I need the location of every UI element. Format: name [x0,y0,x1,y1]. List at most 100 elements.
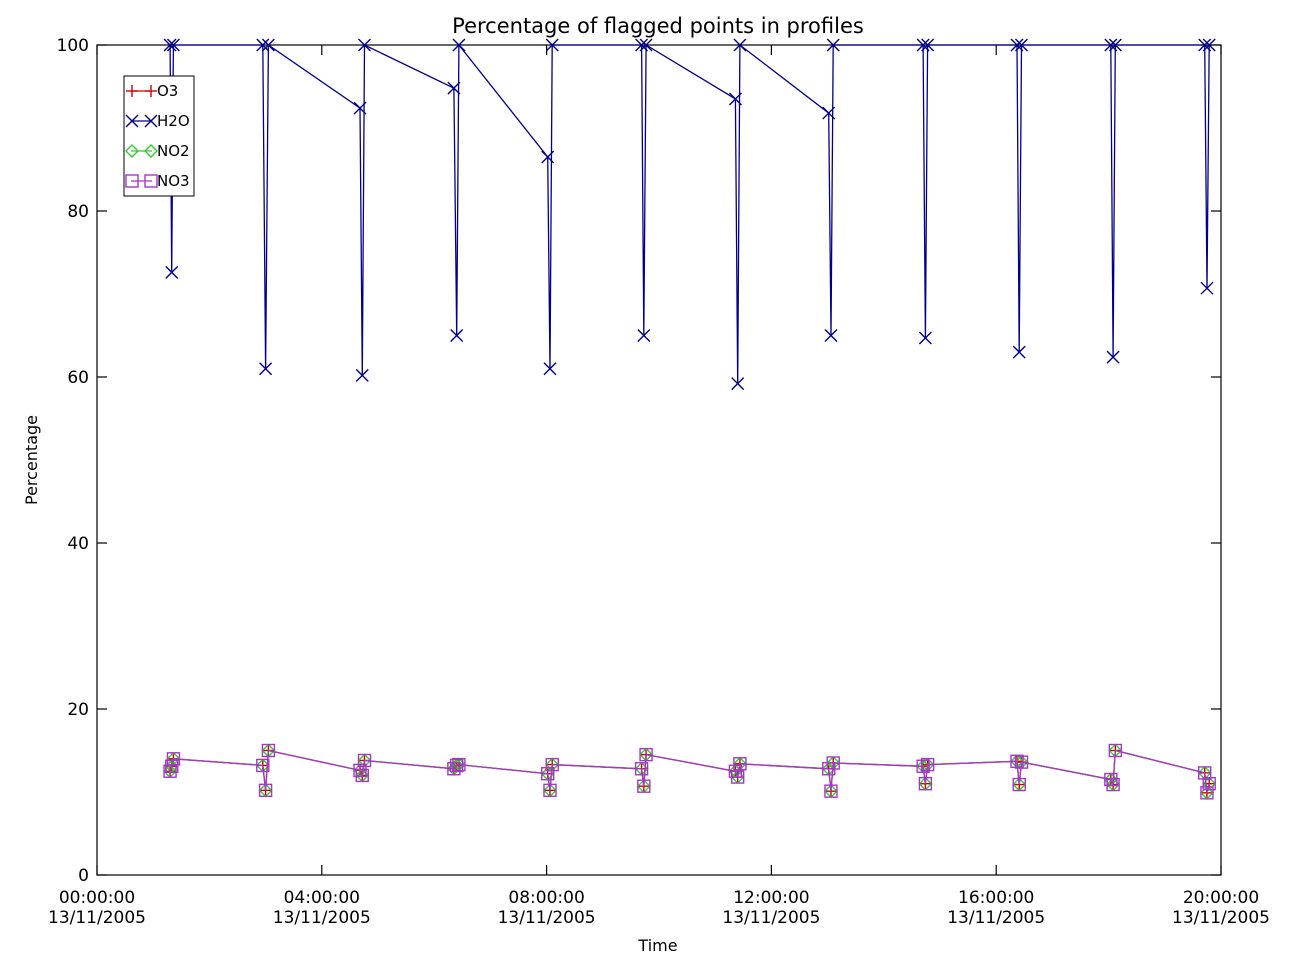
legend-marker-a-h2o-b [125,114,139,128]
point-no3-6 [353,763,367,778]
point-h2o-22-b [824,329,838,342]
point-h2o-14-b [545,38,559,52]
point-no3-34 [1200,786,1214,800]
point-no3-8 [357,753,372,768]
point-no3-26-shape [920,757,935,772]
plot-frame [96,44,1222,876]
x-axis-label: Time [637,936,677,955]
x-tick-label-date-3: 13/11/2005 [722,908,820,928]
point-no3-1-shape [165,759,179,773]
point-no3-5-shape [261,743,276,758]
point-h2o-10 [450,329,464,342]
point-no3-10 [449,758,464,773]
point-no3-13-shape [543,783,557,798]
point-no3-16 [637,779,651,793]
legend-marker-a-no2-shape [125,144,139,158]
point-no3-22-shape [824,784,838,798]
point-no3-25-shape [918,777,933,791]
point-h2o-13 [543,362,557,376]
point-h2o-26-b [921,38,935,52]
legend-marker-b-no2 [144,144,158,158]
point-h2o-27 [1010,38,1024,52]
point-h2o-22 [824,329,838,342]
point-no3-26 [920,757,935,772]
point-no3-13 [543,783,557,798]
point-no3-27 [1010,754,1024,768]
point-no3-14-shape [545,757,559,772]
point-no3-12-shape [541,767,555,781]
x-tick-label-time-1: 04:00:00 [284,888,360,908]
point-h2o-29 [1014,38,1028,52]
point-no3-30-shape [1104,772,1118,787]
y-tick-label-2: 40 [67,534,89,554]
point-no3-24-shape [916,759,930,773]
x-tick-label-date-4: 13/11/2005 [947,908,1045,928]
series-line-no3 [169,749,1210,793]
point-no3-25 [918,777,933,791]
point-h2o-3-b [256,38,270,52]
y-tick-label-1: 20 [67,700,89,720]
x-tick-label-date-1: 13/11/2005 [273,908,371,928]
point-no3-20-shape [733,757,747,771]
point-no3-2 [166,752,181,766]
point-h2o-0 [163,38,177,52]
point-h2o-33-b [1198,38,1212,52]
point-h2o-35-b [1202,38,1216,52]
point-no3-15-shape [634,762,649,776]
point-h2o-24 [916,38,930,52]
x-tick-label-date-5: 13/11/2005 [1172,908,1270,928]
point-no3-15 [634,762,649,776]
point-h2o-13-b [543,362,557,376]
point-no3-3-shape [256,758,270,773]
point-h2o-4-b [259,362,273,376]
point-no3-19 [730,770,745,784]
point-h2o-30-b [1104,38,1118,52]
point-h2o-9-b [447,81,461,95]
point-no3-20 [733,757,747,771]
point-h2o-0-b [163,38,177,52]
point-h2o-11-b [452,38,466,52]
point-no3-4-shape [258,783,273,798]
legend-marker-b-o3 [145,85,157,97]
point-no3-10-shape [449,758,464,773]
point-h2o-25 [918,331,932,345]
point-no3-29 [1014,755,1029,769]
chart-title: Percentage of flagged points in profiles [452,14,864,38]
point-no3-31 [1106,777,1120,792]
point-h2o-17-b [639,38,653,52]
y-tick-label-0: 0 [78,866,89,886]
point-h2o-7-b [355,368,369,382]
point-no3-3 [256,758,270,773]
point-no3-17 [639,747,653,762]
point-h2o-5-b [261,38,275,52]
point-h2o-6 [353,101,367,115]
point-h2o-11 [452,38,466,52]
legend-marker-b-h2o [144,114,158,128]
point-h2o-1 [165,265,179,279]
legend-marker-a-no3 [125,174,139,188]
point-h2o-8 [358,38,372,52]
legend-label-h2o: H2O [157,112,190,130]
point-h2o-28-b [1012,345,1026,359]
point-h2o-16 [637,329,651,342]
point-h2o-28 [1012,345,1026,359]
point-h2o-31-b [1106,350,1120,364]
point-no3-28-shape [1012,777,1026,792]
x-tick-label-date-0: 13/11/2005 [48,908,146,928]
point-h2o-20-b [733,38,747,52]
point-no3-7 [355,768,369,783]
legend-label-no3: NO3 [157,172,190,190]
x-tick-label-time-0: 00:00:00 [59,888,135,908]
point-h2o-5 [261,38,275,52]
point-no3-27-shape [1010,754,1024,768]
point-no3-9 [447,762,461,776]
series-line-o3 [169,749,1210,793]
point-h2o-23-b [826,38,840,52]
point-no3-29-shape [1014,755,1029,769]
point-no3-32-shape [1108,743,1123,758]
legend-marker-a-o3 [126,85,138,97]
point-h2o-32 [1108,38,1122,52]
point-no3-33-shape [1198,766,1212,780]
